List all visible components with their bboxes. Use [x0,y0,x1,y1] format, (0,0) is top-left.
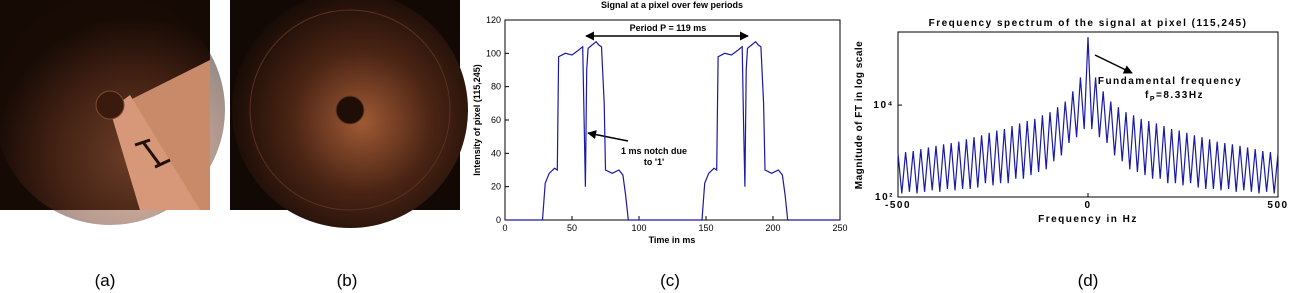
chart-title: Frequency spectrum of the signal at pixe… [929,18,1248,29]
annotation: fP=8.33Hz [1145,90,1204,103]
y-tick-label: 40 [491,148,501,158]
x-axis-label: Frequency in Hz [1038,214,1138,225]
x-tick-label: -500 [885,200,911,211]
caption: (d) [1078,271,1099,290]
annotation: 1 ms notch due [621,146,687,156]
annotation: f [1145,90,1150,101]
caption: (b) [337,271,358,290]
photo-b [230,0,468,228]
y-tick-label: 10⁴ [873,100,894,111]
photo-a [0,0,225,225]
y-tick-label: 120 [486,15,501,25]
caption: (c) [660,271,680,290]
line-series [505,40,840,221]
chart-title: Signal at a pixel over few periods [601,0,743,10]
x-tick-label: 100 [631,223,646,233]
annotation: to '1' [644,157,664,167]
x-tick-label: 0 [502,223,507,233]
caption: (a) [95,271,116,290]
plot-frame [897,31,1279,198]
annotation: =8.33Hz [1156,90,1204,101]
y-tick-label: 0 [496,215,501,225]
x-tick-label: 250 [832,223,847,233]
arrow [587,130,629,142]
annotation: Fundamental frequency [1098,76,1242,87]
y-axis-label: Magnitude of FT in log scale [854,41,865,189]
y-tick-label: 100 [486,48,501,58]
plot-frame [504,19,841,221]
chart-c: Signal at a pixel over few periods Time … [472,0,848,245]
y-tick-label: 80 [491,82,501,92]
x-tick-label: 500 [1267,200,1288,211]
x-tick-label: 50 [567,223,577,233]
y-tick-label: 20 [491,182,501,192]
line-series [897,37,1279,194]
arrow [1094,54,1133,74]
chart-d: Frequency spectrum of the signal at pixe… [854,18,1288,225]
x-tick-label: 0 [1084,200,1091,211]
y-tick-label: 60 [491,115,501,125]
y-axis-label: Intensity of pixel (115,245) [472,64,482,176]
annotation: P [1150,96,1156,103]
y-tick-label: 10² [875,192,894,203]
x-tick-label: 200 [765,223,780,233]
x-axis-label: Time in ms [649,235,696,245]
annotation: Period P = 119 ms [630,23,707,33]
x-tick-label: 150 [698,223,713,233]
